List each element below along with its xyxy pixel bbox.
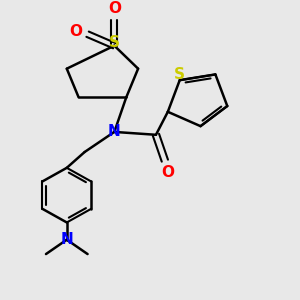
- Text: S: S: [109, 35, 120, 50]
- Text: O: O: [161, 165, 174, 180]
- Text: N: N: [108, 124, 121, 140]
- Text: O: O: [69, 24, 82, 39]
- Text: O: O: [108, 1, 121, 16]
- Text: S: S: [174, 67, 185, 82]
- Text: N: N: [60, 232, 73, 247]
